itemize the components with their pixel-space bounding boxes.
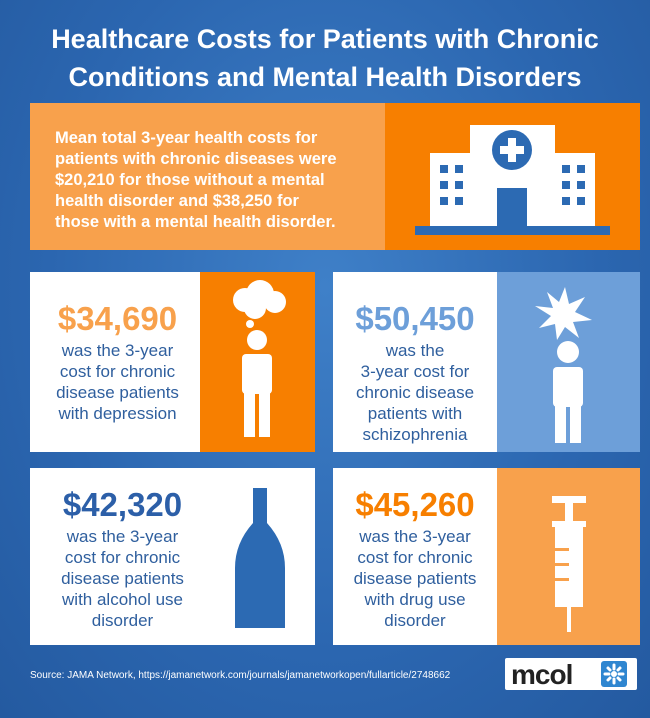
syringe-icon <box>552 496 586 632</box>
icon-panel <box>200 272 315 452</box>
description-line: cost for chronic <box>59 362 176 381</box>
hospital-icon <box>415 125 610 235</box>
description-line: cost for chronic <box>64 548 181 567</box>
card <box>333 468 497 645</box>
text: patients with chronic diseases were <box>55 150 337 168</box>
amount: $45,260 <box>355 486 475 523</box>
intro-line: those with a mental health disorder. <box>55 212 337 233</box>
description-line: patients with <box>367 404 463 423</box>
text: health disorder and <box>55 192 213 210</box>
description-line: with drug use <box>364 590 466 609</box>
title-line: Healthcare Costs for Patients with Chron… <box>51 24 599 54</box>
card <box>30 468 315 645</box>
description-line: was the 3-year <box>61 341 174 360</box>
depression-icon <box>233 280 286 437</box>
intro-line: health disorder and $38,250 for <box>55 191 337 212</box>
icon-panel <box>497 272 640 452</box>
logo-mark <box>601 661 627 687</box>
source: Source: JAMA Network, https://jamanetwor… <box>30 670 451 681</box>
card <box>333 272 497 452</box>
intro-text: Mean total 3-year health costs for patien… <box>55 128 337 233</box>
card-text: $45,260 was the 3-year cost for chronic dis… <box>333 486 497 631</box>
schizophrenia-icon <box>535 287 592 443</box>
description-line: with depression <box>58 404 177 423</box>
text: those with a mental health disorder. <box>55 213 336 231</box>
bottle-icon <box>235 488 285 628</box>
description-line: disorder <box>384 611 446 630</box>
card <box>30 272 200 452</box>
intro-line: patients with chronic diseases were <box>55 149 337 170</box>
logo: mcol <box>505 658 637 690</box>
description-line: cost for chronic <box>357 548 473 567</box>
icon-panel <box>497 468 640 645</box>
description-line: chronic disease <box>355 383 475 402</box>
description-line: disease patients <box>61 569 184 588</box>
description-line: disease patients <box>56 383 179 402</box>
intro-line: Mean total 3-year health costs for <box>55 128 337 149</box>
amount: $42,320 <box>62 486 183 523</box>
intro-line: $20,210 for those without a mental <box>55 170 337 191</box>
amount: $34,690 <box>57 300 178 337</box>
icon-panel <box>385 103 640 250</box>
card-text: $34,690 was the 3-year cost for chronic dis… <box>30 300 205 424</box>
text: for <box>272 192 299 210</box>
title-line: Conditions and Mental Health Disorders <box>68 62 582 92</box>
description-line: disease patients <box>353 569 477 588</box>
amount: $38,250 <box>212 192 273 210</box>
description-line: was the 3-year <box>359 527 471 546</box>
logo-text: mcol <box>511 659 573 690</box>
description-line: disorder <box>91 611 154 630</box>
description-line: 3-year cost for <box>360 362 470 381</box>
amount: $50,450 <box>355 300 475 337</box>
text: Mean total 3-year health costs for <box>55 129 318 147</box>
intro-panel <box>30 103 385 250</box>
description-line: was the <box>385 341 445 360</box>
card-text: $50,450 was the 3-year cost for chronic dis… <box>333 300 497 445</box>
description-line: schizophrenia <box>362 425 468 444</box>
amount: $20,210 <box>55 171 115 189</box>
description-line: with alcohol use <box>62 590 183 609</box>
description-line: was the 3-year <box>66 527 179 546</box>
text: for those without a mental <box>114 171 325 189</box>
card-text: $42,320 was the 3-year cost for chronic dis… <box>30 486 215 631</box>
